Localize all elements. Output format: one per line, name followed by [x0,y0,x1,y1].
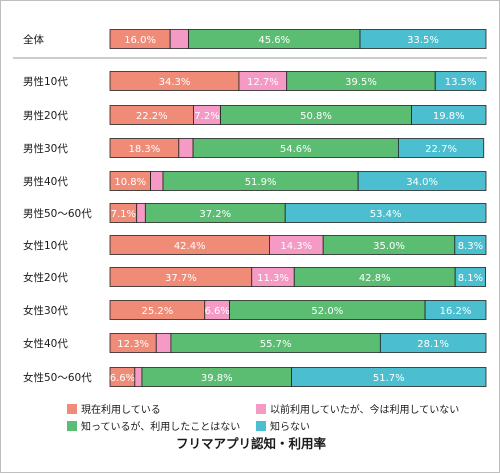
category-label: 男性40代 [23,175,68,188]
bar-segment [134,367,143,387]
legend-item: 知らない [256,420,310,433]
bar-segment [155,333,172,353]
data-label: 16.2% [440,306,472,317]
bar-segment [150,171,164,191]
category-label: 女性10代 [23,239,68,252]
bar-row: 男性30代 18.3% 54.6% 22.7% [23,138,485,158]
data-label: 53.4% [370,209,402,220]
legend-swatch [67,421,77,431]
legend-item: 現在利用している [67,404,161,416]
data-label: 14.3% [280,241,312,252]
data-label: 11.3% [257,273,289,284]
bar-row: 全体 16.0% 45.6% 33.5% [23,29,487,49]
bar-segment [411,105,487,125]
data-label: 6.6% [110,373,135,384]
category-label: 女性20代 [23,271,68,284]
data-label: 51.7% [373,373,405,384]
category-label: 女性50〜60代 [23,371,92,384]
bar-row: 男性50〜60代 7.1% 37.2% 53.4% [23,203,487,223]
bar-row: 男性10代 34.3% 12.7% 39.5% 13.5% [23,71,487,91]
data-label: 10.8% [114,177,146,188]
data-label: 39.8% [201,373,233,384]
data-label: 50.8% [300,111,332,122]
category-label: 男性20代 [23,109,68,122]
bar-segment [397,138,485,158]
bar-row: 女性30代 25.2% 6.6% 52.0% 16.2% [23,300,487,320]
bar-segment [178,138,194,158]
legend-label: 現在利用している [81,404,161,416]
chart-title: フリマアプリ認知・利用率 [176,436,327,451]
category-label: 男性10代 [23,75,68,88]
bar-segment [379,333,487,353]
bar-segment [136,203,146,223]
bar-segment [454,267,487,287]
data-label: 25.2% [141,306,173,317]
legend-item: 以前利用していたが、今は利用していない [256,403,459,416]
bar-row: 女性50〜60代 6.6% 39.8% 51.7% [23,367,487,387]
data-label: 52.0% [311,306,343,317]
data-label: 12.3% [117,339,149,350]
data-label: 42.4% [174,241,206,252]
data-label: 22.2% [136,111,168,122]
bar-segment [454,235,487,255]
data-label: 39.5% [345,77,377,88]
data-label: 54.6% [280,144,312,155]
chart-legend: 現在利用している 以前利用していたが、今は利用していない知っているが、利用したこと… [67,403,459,433]
bar-row: 男性40代 10.8% 51.9% 34.0% [23,171,487,191]
data-label: 55.7% [260,339,292,350]
data-label: 51.9% [245,177,277,188]
category-label: 女性30代 [23,304,68,317]
category-label: 女性40代 [23,337,68,350]
chart-rows: 全体 16.0% 45.6% 33.5% 男性10代 34.3% 12.7% 39.5% 13.… [23,29,487,387]
legend-label: 知っているが、利用したことはない [81,420,240,433]
legend-item: 知っているが、利用したことはない [67,420,240,433]
bar-segment [291,367,487,387]
data-label: 8.1% [458,273,483,284]
data-label: 22.7% [425,144,457,155]
data-label: 12.7% [247,77,279,88]
legend-swatch [256,421,266,431]
category-label: 全体 [23,33,44,46]
legend-swatch [256,404,266,414]
legend-swatch [67,404,77,414]
bar-row: 男性20代 22.2% 7.2% 50.8% 19.8% [23,105,487,125]
bar-row: 女性40代 12.3% 55.7% 28.1% [23,333,487,353]
bar-segment [284,203,487,223]
data-label: 16.0% [124,35,156,46]
bar-segment [357,171,487,191]
data-label: 7.2% [194,111,219,122]
bar-segment [434,71,487,91]
data-label: 37.2% [199,209,231,220]
data-label: 19.8% [433,111,465,122]
data-label: 34.0% [406,177,438,188]
bar-segment [359,29,487,49]
bar-segment [424,300,487,320]
data-label: 7.1% [111,209,136,220]
data-label: 42.8% [359,273,391,284]
bar-row: 女性20代 37.7% 11.3% 42.8% 8.1% [23,267,487,287]
data-label: 35.0% [373,241,405,252]
legend-label: 知らない [270,420,310,433]
data-label: 37.7% [165,273,197,284]
bar-row: 女性10代 42.4% 14.3% 35.0% 8.3% [23,235,487,255]
data-label: 13.5% [445,77,477,88]
data-label: 33.5% [407,35,439,46]
legend-label: 以前利用していたが、今は利用していない [270,403,459,416]
data-label: 6.6% [204,306,229,317]
data-label: 34.3% [159,77,191,88]
data-label: 18.3% [129,144,161,155]
category-label: 男性30代 [23,142,68,155]
bar-segment [169,29,189,49]
category-label: 男性50〜60代 [23,207,92,220]
data-label: 8.3% [458,241,483,252]
data-label: 28.1% [417,339,449,350]
data-label: 45.6% [258,35,290,46]
